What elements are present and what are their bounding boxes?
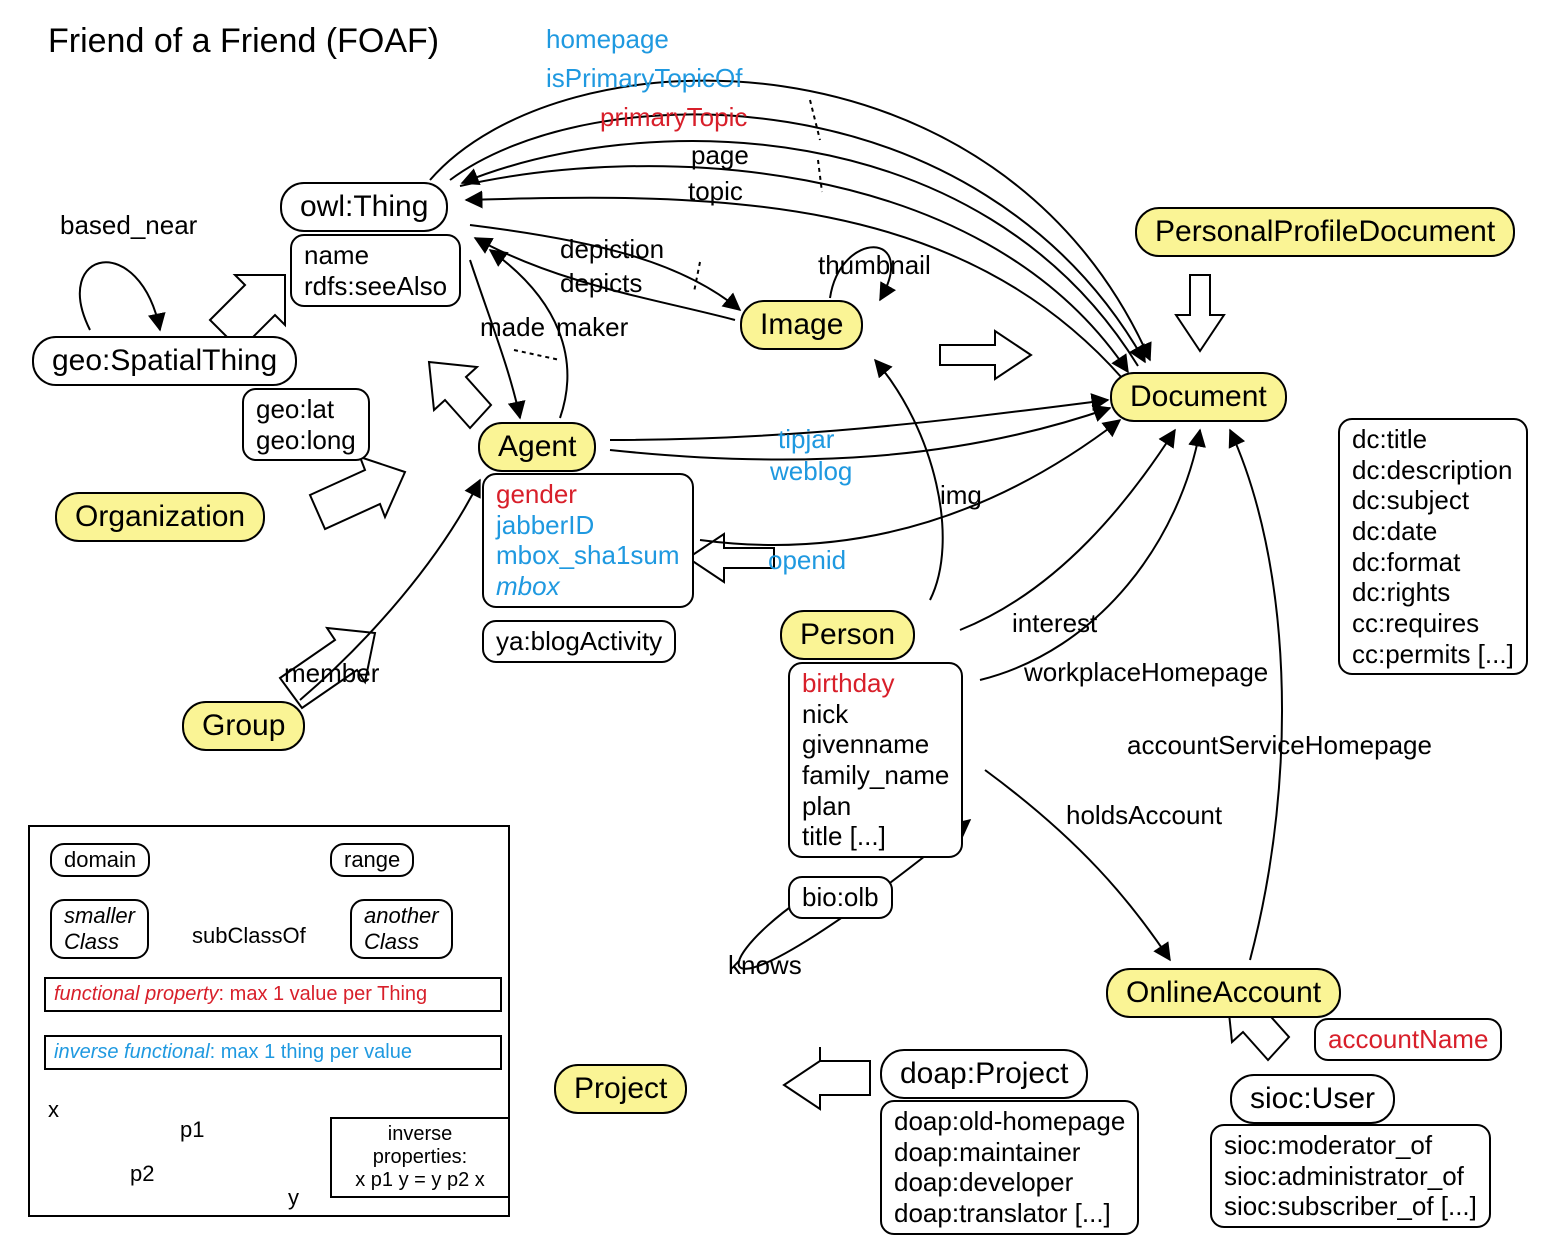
- prop-item: title [...]: [802, 821, 949, 852]
- prop-item: rdfs:seeAlso: [304, 271, 447, 302]
- legend-x: x: [48, 1097, 59, 1123]
- legend-invfunctional: inverse functional: max 1 thing per valu…: [44, 1035, 502, 1070]
- props-owl-thing: name rdfs:seeAlso: [290, 234, 461, 307]
- edge-isprimary: isPrimaryTopicOf: [546, 63, 742, 94]
- edge-interest: interest: [1012, 608, 1097, 639]
- edge-basednear: based_near: [60, 210, 197, 241]
- prop-item: dc:description: [1352, 455, 1514, 486]
- prop-item: mbox_sha1sum: [496, 540, 680, 571]
- prop-item: dc:title: [1352, 424, 1514, 455]
- prop-item: dc:date: [1352, 516, 1514, 547]
- legend-functional-tail: : max 1 value per Thing: [219, 983, 428, 1005]
- props-doap: doap:old-homepage doap:maintainer doap:d…: [880, 1100, 1139, 1235]
- legend-inv-l3: x p1 y = y p2 x: [340, 1169, 500, 1192]
- node-doap-project: doap:Project: [880, 1049, 1088, 1099]
- node-online-account: OnlineAccount: [1106, 968, 1341, 1018]
- prop-item: name: [304, 240, 447, 271]
- edge-thumbnail: thumbnail: [818, 250, 931, 281]
- node-agent: Agent: [478, 422, 596, 472]
- edge-made: made: [480, 312, 545, 343]
- node-project: Project: [554, 1064, 687, 1114]
- legend-inv-l1: inverse: [340, 1123, 500, 1146]
- legend-p2: p2: [130, 1161, 154, 1187]
- props-sioc: sioc:moderator_of sioc:administrator_of …: [1210, 1124, 1491, 1228]
- edge-img: img: [940, 480, 982, 511]
- prop-item: gender: [496, 479, 680, 510]
- prop-item: geo:long: [256, 425, 356, 456]
- node-sioc-user: sioc:User: [1230, 1074, 1395, 1124]
- legend-domain: domain: [50, 843, 150, 877]
- prop-item: cc:requires: [1352, 608, 1514, 639]
- node-document: Document: [1110, 372, 1287, 422]
- node-person: Person: [780, 610, 915, 660]
- prop-item: ya:blogActivity: [496, 626, 662, 657]
- prop-item: jabberID: [496, 510, 680, 541]
- edge-maker: maker: [556, 312, 628, 343]
- prop-item: nick: [802, 699, 949, 730]
- props-document: dc:title dc:description dc:subject dc:da…: [1338, 418, 1528, 675]
- prop-item: bio:olb: [802, 882, 879, 913]
- node-spatial-thing: geo:SpatialThing: [32, 336, 297, 386]
- edge-primarytopic: primaryTopic: [600, 102, 747, 133]
- prop-item: accountName: [1328, 1024, 1488, 1055]
- legend-functional-term: functional property: [54, 983, 219, 1005]
- edge-weblog: weblog: [770, 456, 852, 487]
- edge-depicts: depicts: [560, 268, 642, 299]
- legend-another: another Class: [350, 899, 453, 959]
- edge-tipjar: tipjar: [778, 424, 834, 455]
- legend-smaller: smaller Class: [50, 899, 149, 959]
- prop-item: sioc:subscriber_of [...]: [1224, 1191, 1477, 1222]
- prop-item: family_name: [802, 760, 949, 791]
- prop-item: doap:old-homepage: [894, 1106, 1125, 1137]
- node-group: Group: [182, 701, 305, 751]
- prop-item: givenname: [802, 729, 949, 760]
- node-image: Image: [740, 300, 863, 350]
- prop-item: geo:lat: [256, 394, 356, 425]
- edge-page: page: [691, 140, 749, 171]
- node-organization: Organization: [55, 492, 265, 542]
- props-agent: gender jabberID mbox_sha1sum mbox: [482, 473, 694, 608]
- edge-knows: knows: [728, 950, 802, 981]
- node-owl-thing: owl:Thing: [280, 182, 448, 232]
- prop-item: doap:translator [...]: [894, 1198, 1125, 1229]
- legend-subclassof: subClassOf: [192, 923, 306, 949]
- prop-item: sioc:administrator_of: [1224, 1161, 1477, 1192]
- legend-inv-term: inverse functional: [54, 1041, 210, 1063]
- prop-item: doap:developer: [894, 1167, 1125, 1198]
- legend-functional: functional property: max 1 value per Thi…: [44, 977, 502, 1012]
- edge-wphomepage: workplaceHomepage: [1024, 657, 1268, 688]
- props-person-ext: bio:olb: [788, 876, 893, 919]
- prop-item: dc:subject: [1352, 485, 1514, 516]
- edge-openid: openid: [768, 545, 846, 576]
- props-online-account: accountName: [1314, 1018, 1502, 1061]
- edge-homepage: homepage: [546, 24, 669, 55]
- legend-range: range: [330, 843, 414, 877]
- prop-item: dc:rights: [1352, 577, 1514, 608]
- edge-depiction: depiction: [560, 234, 664, 265]
- prop-item: birthday: [802, 668, 949, 699]
- legend: domain range smaller Class subClassOf an…: [28, 825, 510, 1217]
- prop-item: doap:maintainer: [894, 1137, 1125, 1168]
- legend-y: y: [288, 1185, 299, 1211]
- legend-inv-tail: : max 1 thing per value: [210, 1041, 412, 1063]
- legend-inverse-box: inverse properties: x p1 y = y p2 x: [330, 1117, 510, 1198]
- props-person: birthday nick givenname family_name plan…: [788, 662, 963, 858]
- edge-topic: topic: [688, 176, 743, 207]
- edge-holdsaccount: holdsAccount: [1066, 800, 1222, 831]
- edge-member: member: [284, 658, 379, 689]
- prop-item: dc:format: [1352, 547, 1514, 578]
- node-ppd: PersonalProfileDocument: [1135, 207, 1515, 257]
- legend-p1: p1: [180, 1117, 204, 1143]
- prop-item: plan: [802, 791, 949, 822]
- prop-item: cc:permits [...]: [1352, 639, 1514, 670]
- edge-ashomepage: accountServiceHomepage: [1127, 730, 1432, 761]
- props-agent-ext: ya:blogActivity: [482, 620, 676, 663]
- props-spatial: geo:lat geo:long: [242, 388, 370, 461]
- legend-inv-l2: properties:: [340, 1146, 500, 1169]
- prop-item: sioc:moderator_of: [1224, 1130, 1477, 1161]
- prop-item: mbox: [496, 571, 680, 602]
